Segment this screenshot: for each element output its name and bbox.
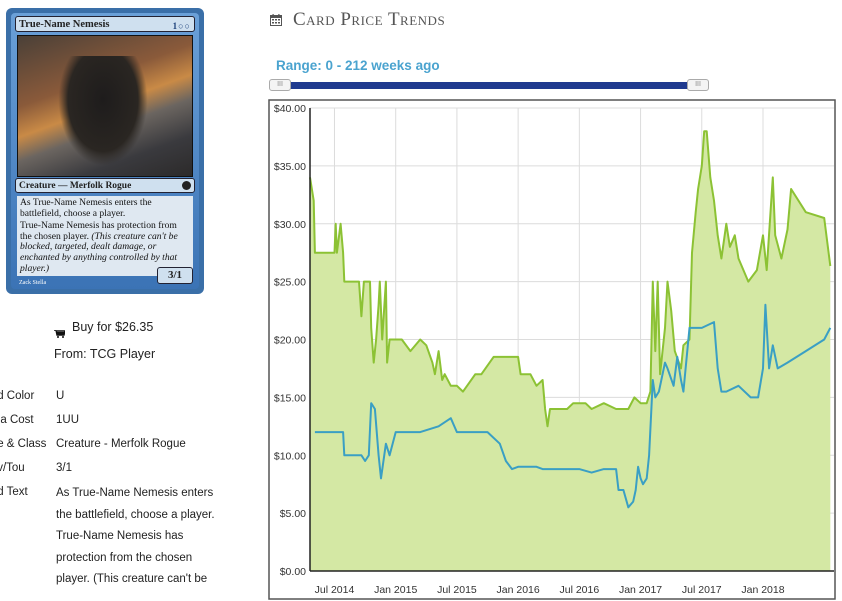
- y-tick-label: $0.00: [280, 566, 306, 578]
- detail-text-value: As True-Name Nemesis enters the battlefi…: [56, 487, 215, 585]
- creature-art-figure: [58, 56, 148, 166]
- chart-heading: Card Price Trends: [293, 9, 446, 30]
- set-symbol-icon: [182, 181, 191, 190]
- x-tick-label: Jan 2018: [741, 584, 784, 596]
- price-chart: $0.00 $5.00 $10.00 $15.00 $20.00 $25.00 $30.00…: [268, 99, 836, 600]
- x-tick-label: Jul 2015: [437, 584, 477, 596]
- card-rules-1: As True-Name Nemesis enters the battlefi…: [20, 197, 152, 219]
- detail-type-label: e & Class:: [0, 438, 47, 450]
- detail-pt-value: 3/1: [56, 462, 72, 474]
- card-image: True-Name Nemesis 1○○ Creature — Merfolk…: [6, 8, 204, 294]
- series-line: [314, 303, 832, 509]
- card-rules-2: True-Name Nemesis has protection from th…: [20, 220, 177, 242]
- range-label: Range: 0 - 212 weeks ago: [276, 58, 440, 73]
- detail-color-value: U: [56, 390, 65, 402]
- calendar-icon: [270, 14, 282, 26]
- y-tick-label: $20.00: [274, 335, 306, 347]
- detail-pt-label: v/Tou:: [0, 462, 25, 474]
- buy-link[interactable]: Buy for $26.35: [72, 320, 154, 334]
- y-tick-label: $10.00: [274, 450, 306, 462]
- detail-type-value: Creature - Merfolk Rogue: [56, 438, 186, 450]
- detail-color-label: d Color:: [0, 390, 35, 402]
- card-artist: Zack Stella: [19, 280, 47, 286]
- card-artwork: [17, 35, 193, 177]
- cart-icon[interactable]: [54, 330, 65, 338]
- x-tick-label: Jul 2017: [682, 584, 722, 596]
- detail-mana-label: na Cost: [0, 414, 34, 426]
- card-text-box: As True-Name Nemesis enters the battlefi…: [17, 196, 193, 276]
- buy-source: From: TCG Player: [54, 347, 156, 361]
- x-tick-label: Jul 2016: [559, 584, 599, 596]
- y-tick-label: $40.00: [274, 103, 306, 115]
- card-name: True-Name Nemesis: [19, 19, 110, 30]
- range-slider[interactable]: III III: [269, 79, 709, 91]
- y-tick-label: $35.00: [274, 161, 306, 173]
- mana-cost-icon: 1○○: [172, 21, 191, 31]
- detail-text-label: d Text:: [0, 486, 28, 498]
- series-area-fill: [310, 131, 831, 571]
- card-type-line: Creature — Merfolk Rogue: [19, 181, 132, 191]
- x-tick-label: Jan 2016: [497, 584, 540, 596]
- x-tick-label: Jan 2017: [619, 584, 662, 596]
- y-tick-label: $30.00: [274, 219, 306, 231]
- slider-track[interactable]: [275, 82, 705, 89]
- card-rules-2-block: True-Name Nemesis has protection from th…: [20, 220, 190, 274]
- chart-frame: [268, 99, 836, 600]
- card-title-bar: True-Name Nemesis 1○○: [15, 16, 195, 32]
- series-area-line: [309, 130, 832, 428]
- y-tick-label: $25.00: [274, 277, 306, 289]
- x-tick-label: Jan 2015: [374, 584, 417, 596]
- x-tick-label: Jul 2014: [315, 584, 355, 596]
- y-tick-label: $5.00: [280, 508, 306, 520]
- slider-handle-start[interactable]: III: [269, 79, 291, 91]
- detail-mana-value: 1UU: [56, 414, 80, 426]
- card-reminder: (This creature can't be blocked, targete…: [20, 230, 178, 274]
- slider-handle-end[interactable]: III: [687, 79, 709, 91]
- card-frame: True-Name Nemesis 1○○ Creature — Merfolk…: [11, 13, 199, 289]
- card-power-toughness: 3/1: [157, 267, 193, 284]
- card-type-bar: Creature — Merfolk Rogue: [15, 178, 195, 193]
- y-tick-label: $15.00: [274, 392, 306, 404]
